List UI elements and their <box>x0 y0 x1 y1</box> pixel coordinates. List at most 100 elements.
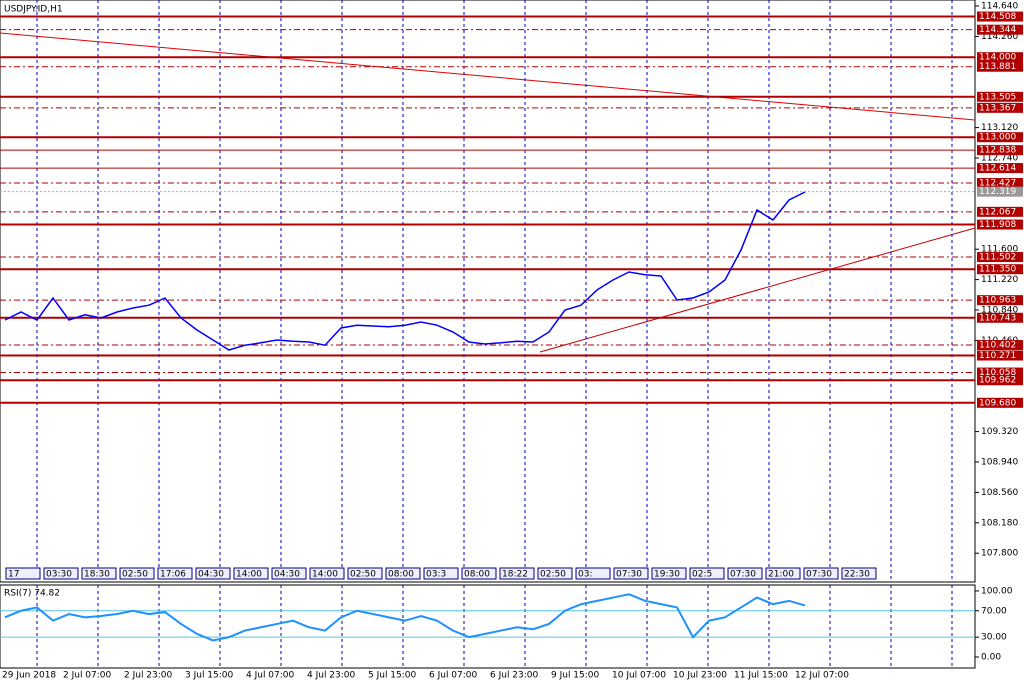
time-marker: 18:30 <box>84 570 110 580</box>
level-label-box <box>977 178 1023 189</box>
time-marker-box <box>803 567 839 580</box>
level-label: 113.000 <box>979 133 1016 143</box>
level-label: 114.000 <box>979 53 1016 63</box>
time-marker: 07:30 <box>806 570 832 580</box>
trend-line <box>539 227 976 353</box>
y-tick-label: 110.840 <box>981 306 1018 316</box>
x-tick-label: 9 Jul 15:00 <box>551 671 600 681</box>
x-tick-label: 10 Jul 23:00 <box>673 671 727 681</box>
time-marker: 03:3 <box>426 570 446 580</box>
level-label-box <box>977 61 1023 72</box>
level-label: 110.743 <box>979 313 1016 323</box>
time-marker: 18:22 <box>502 570 528 580</box>
level-label: 110.963 <box>979 296 1016 306</box>
time-marker-box <box>385 567 421 580</box>
main-panel <box>0 0 976 583</box>
level-label: 112.838 <box>979 146 1016 156</box>
time-marker: 22:30 <box>844 570 870 580</box>
y-tick-label: 70.00 <box>981 606 1007 616</box>
y-tick-label: 111.600 <box>981 245 1018 255</box>
level-label-box <box>977 163 1023 174</box>
level-label: 111.908 <box>979 220 1016 230</box>
time-marker-box <box>689 567 725 580</box>
time-marker-box <box>5 567 41 580</box>
time-marker-box <box>499 567 535 580</box>
rsi-panel <box>0 584 976 669</box>
level-label-box <box>977 11 1023 22</box>
time-marker: 19:30 <box>654 570 680 580</box>
time-marker: 04:30 <box>198 570 224 580</box>
time-marker-box <box>727 567 763 580</box>
x-tick-label: 10 Jul 07:00 <box>612 671 666 681</box>
price-line <box>4 593 806 642</box>
x-tick-label: 4 Jul 07:00 <box>246 671 295 681</box>
time-marker: 08:00 <box>388 570 414 580</box>
level-label-box <box>977 206 1023 217</box>
level-label-box <box>977 340 1023 351</box>
x-tick-label: 4 Jul 23:00 <box>307 671 356 681</box>
level-label: 109.680 <box>979 398 1016 408</box>
time-marker: 02:50 <box>350 570 376 580</box>
x-tick-label: 6 Jul 23:00 <box>490 671 539 681</box>
current-price-box <box>977 186 1023 197</box>
level-label: 110.402 <box>979 341 1016 351</box>
x-tick-label: 6 Jul 07:00 <box>429 671 478 681</box>
level-label: 113.881 <box>979 62 1016 72</box>
time-marker-box <box>613 567 649 580</box>
y-tick-label: 114.640 <box>981 2 1018 12</box>
level-label-box <box>977 145 1023 156</box>
time-marker-box <box>309 567 345 580</box>
level-label-box <box>977 367 1023 378</box>
time-marker: 17 <box>8 570 19 580</box>
x-tick-label: 2 Jul 23:00 <box>124 671 173 681</box>
time-marker: 02:5 <box>692 570 712 580</box>
y-tick-label: 113.120 <box>981 123 1018 133</box>
time-marker-box <box>43 567 79 580</box>
x-tick-label: 29 Jun 2018 <box>2 671 56 681</box>
time-marker: 17:06 <box>160 570 186 580</box>
time-marker: 08:00 <box>464 570 490 580</box>
time-marker: 02:50 <box>540 570 566 580</box>
time-marker-box <box>537 567 573 580</box>
level-label-box <box>977 375 1023 386</box>
level-label: 112.067 <box>979 207 1016 217</box>
level-label-box <box>977 295 1023 306</box>
y-tick-label: 108.940 <box>981 458 1018 468</box>
y-tick-label: 111.220 <box>981 275 1018 285</box>
x-tick-label: 11 Jul 15:00 <box>734 671 788 681</box>
x-tick-label: 3 Jul 15:00 <box>185 671 234 681</box>
time-marker: 14:00 <box>312 570 338 580</box>
level-label-box <box>977 91 1023 102</box>
x-tick-label: 12 Jul 07:00 <box>795 671 849 681</box>
y-tick-label: 107.800 <box>981 549 1018 559</box>
y-tick-label: 0.00 <box>981 652 1001 662</box>
time-marker-box <box>765 567 801 580</box>
level-label: 113.367 <box>979 103 1016 113</box>
level-label-box <box>977 132 1023 143</box>
time-marker-box <box>233 567 269 580</box>
level-label: 110.058 <box>979 368 1016 378</box>
level-label-box <box>977 219 1023 230</box>
price-line <box>4 191 806 351</box>
chart-title: USDJPY.ID,H1 <box>4 5 63 15</box>
y-tick-label: 108.560 <box>981 488 1018 498</box>
time-marker: 04:30 <box>274 570 300 580</box>
level-label: 114.344 <box>979 25 1016 35</box>
time-marker-box <box>195 567 231 580</box>
time-marker: 02:50 <box>122 570 148 580</box>
time-marker: 21:00 <box>768 570 794 580</box>
x-tick-label: 5 Jul 15:00 <box>368 671 417 681</box>
time-marker-box <box>423 567 459 580</box>
level-label: 110.271 <box>979 351 1016 361</box>
time-marker-box <box>119 567 155 580</box>
level-label-box <box>977 52 1023 63</box>
level-label: 112.614 <box>979 164 1016 174</box>
level-label: 111.350 <box>979 265 1016 275</box>
time-marker-box <box>347 567 383 580</box>
y-tick-label: 109.320 <box>981 427 1018 437</box>
trend-line <box>0 32 976 121</box>
x-tick-label: 2 Jul 07:00 <box>63 671 112 681</box>
time-marker: 07:30 <box>616 570 642 580</box>
time-marker-box <box>575 567 611 580</box>
